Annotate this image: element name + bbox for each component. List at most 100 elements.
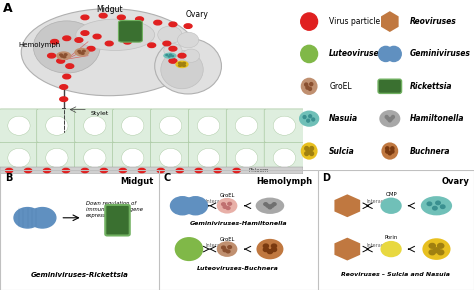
Circle shape: [386, 46, 401, 61]
Circle shape: [136, 17, 144, 21]
Ellipse shape: [273, 116, 296, 135]
Circle shape: [99, 13, 107, 18]
Ellipse shape: [182, 49, 200, 62]
Circle shape: [169, 59, 177, 63]
Text: Rickettsia: Rickettsia: [410, 82, 453, 91]
Circle shape: [390, 117, 393, 120]
Circle shape: [391, 147, 394, 150]
FancyBboxPatch shape: [188, 109, 229, 142]
FancyBboxPatch shape: [188, 141, 229, 175]
FancyBboxPatch shape: [0, 109, 39, 142]
Circle shape: [29, 208, 56, 228]
FancyBboxPatch shape: [226, 141, 267, 175]
Text: Interaction: Interaction: [367, 199, 393, 204]
Ellipse shape: [8, 148, 30, 167]
Circle shape: [440, 205, 445, 209]
Circle shape: [301, 78, 318, 95]
Circle shape: [222, 203, 225, 206]
Circle shape: [267, 250, 273, 253]
Circle shape: [60, 97, 68, 101]
FancyBboxPatch shape: [36, 109, 77, 142]
Circle shape: [78, 50, 81, 52]
Ellipse shape: [421, 196, 452, 215]
Circle shape: [386, 147, 389, 150]
Circle shape: [391, 150, 394, 153]
Ellipse shape: [121, 148, 144, 167]
Circle shape: [183, 197, 208, 215]
Circle shape: [264, 203, 267, 206]
Circle shape: [100, 168, 108, 173]
FancyBboxPatch shape: [112, 109, 153, 142]
Circle shape: [148, 43, 155, 48]
Circle shape: [438, 243, 444, 248]
Ellipse shape: [158, 26, 182, 44]
Circle shape: [228, 246, 231, 249]
Circle shape: [217, 241, 237, 257]
Ellipse shape: [164, 44, 182, 57]
Text: Ovary: Ovary: [441, 177, 469, 186]
Circle shape: [433, 248, 439, 253]
Circle shape: [307, 150, 311, 154]
Circle shape: [154, 20, 162, 25]
Circle shape: [123, 39, 131, 44]
Circle shape: [301, 45, 318, 63]
FancyBboxPatch shape: [150, 109, 191, 142]
Text: Interaction: Interaction: [206, 243, 233, 248]
FancyBboxPatch shape: [264, 109, 305, 142]
Circle shape: [14, 208, 41, 228]
Circle shape: [60, 54, 63, 56]
Bar: [0, 167, 303, 174]
Circle shape: [312, 118, 315, 121]
Circle shape: [178, 53, 186, 58]
Circle shape: [74, 48, 90, 57]
Circle shape: [163, 41, 171, 46]
Text: Midgut: Midgut: [96, 5, 122, 14]
Text: Luteoviruses-Buchnera: Luteoviruses-Buchnera: [197, 266, 279, 271]
Circle shape: [169, 46, 177, 51]
Circle shape: [82, 53, 84, 54]
Circle shape: [119, 168, 127, 173]
Circle shape: [256, 239, 283, 259]
FancyBboxPatch shape: [0, 141, 39, 175]
Circle shape: [181, 64, 183, 66]
FancyBboxPatch shape: [264, 141, 305, 175]
FancyBboxPatch shape: [74, 109, 115, 142]
Text: A: A: [3, 2, 13, 15]
Ellipse shape: [197, 116, 220, 135]
Ellipse shape: [76, 19, 155, 50]
Circle shape: [392, 115, 394, 118]
Circle shape: [310, 83, 313, 86]
Circle shape: [382, 142, 398, 160]
Text: Nasuia: Nasuia: [329, 114, 358, 123]
Circle shape: [309, 87, 311, 90]
Circle shape: [179, 65, 182, 66]
Polygon shape: [335, 194, 360, 217]
Text: Porin: Porin: [384, 235, 398, 240]
Circle shape: [47, 53, 55, 58]
Ellipse shape: [159, 148, 182, 167]
Circle shape: [264, 248, 268, 251]
Circle shape: [81, 31, 89, 35]
Text: Reoviruses: Reoviruses: [410, 17, 457, 26]
Ellipse shape: [299, 110, 319, 127]
Ellipse shape: [83, 148, 106, 167]
FancyBboxPatch shape: [226, 109, 267, 142]
Circle shape: [270, 204, 274, 207]
Circle shape: [195, 168, 202, 173]
Circle shape: [175, 61, 189, 68]
Circle shape: [301, 142, 318, 160]
Ellipse shape: [235, 116, 258, 135]
Text: Interaction: Interaction: [206, 199, 233, 204]
Circle shape: [436, 201, 440, 205]
Circle shape: [422, 238, 450, 260]
Circle shape: [305, 146, 309, 150]
Circle shape: [166, 55, 168, 56]
Text: Virus particle: Virus particle: [329, 17, 381, 26]
Circle shape: [87, 46, 95, 51]
Polygon shape: [381, 11, 399, 32]
Circle shape: [176, 168, 183, 173]
Circle shape: [429, 243, 435, 248]
FancyBboxPatch shape: [36, 141, 77, 175]
Ellipse shape: [255, 197, 284, 214]
Circle shape: [25, 168, 32, 173]
